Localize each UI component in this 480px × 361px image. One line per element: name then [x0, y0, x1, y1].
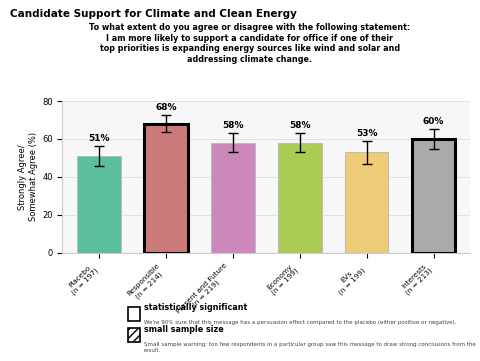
Bar — [128, 328, 140, 342]
Bar — [211, 143, 255, 253]
Text: statistically significant: statistically significant — [144, 303, 247, 312]
Text: To what extent do you agree or disagree with the following statement:
I am more : To what extent do you agree or disagree … — [89, 23, 410, 64]
Text: 60%: 60% — [423, 117, 444, 126]
Bar — [144, 124, 188, 253]
Bar — [412, 139, 456, 253]
Bar — [144, 124, 188, 253]
Bar — [128, 307, 140, 321]
Text: 58%: 58% — [289, 121, 311, 130]
Text: 51%: 51% — [88, 134, 110, 143]
Text: 58%: 58% — [222, 121, 244, 130]
Y-axis label: Strongly Agree/
Somewhat Agree (%): Strongly Agree/ Somewhat Agree (%) — [19, 132, 38, 221]
Text: We're 90% sure that this message has a persuasion effect compared to the placebo: We're 90% sure that this message has a p… — [144, 320, 456, 325]
Bar — [345, 152, 388, 253]
Text: Candidate Support for Climate and Clean Energy: Candidate Support for Climate and Clean … — [10, 9, 297, 19]
Bar — [412, 139, 456, 253]
Text: 53%: 53% — [356, 129, 377, 138]
Text: Small sample warning: too few respondents in a particular group saw this message: Small sample warning: too few respondent… — [144, 342, 476, 353]
Bar — [77, 156, 121, 253]
Text: 68%: 68% — [156, 104, 177, 113]
Text: small sample size: small sample size — [144, 325, 224, 334]
Bar — [278, 143, 322, 253]
